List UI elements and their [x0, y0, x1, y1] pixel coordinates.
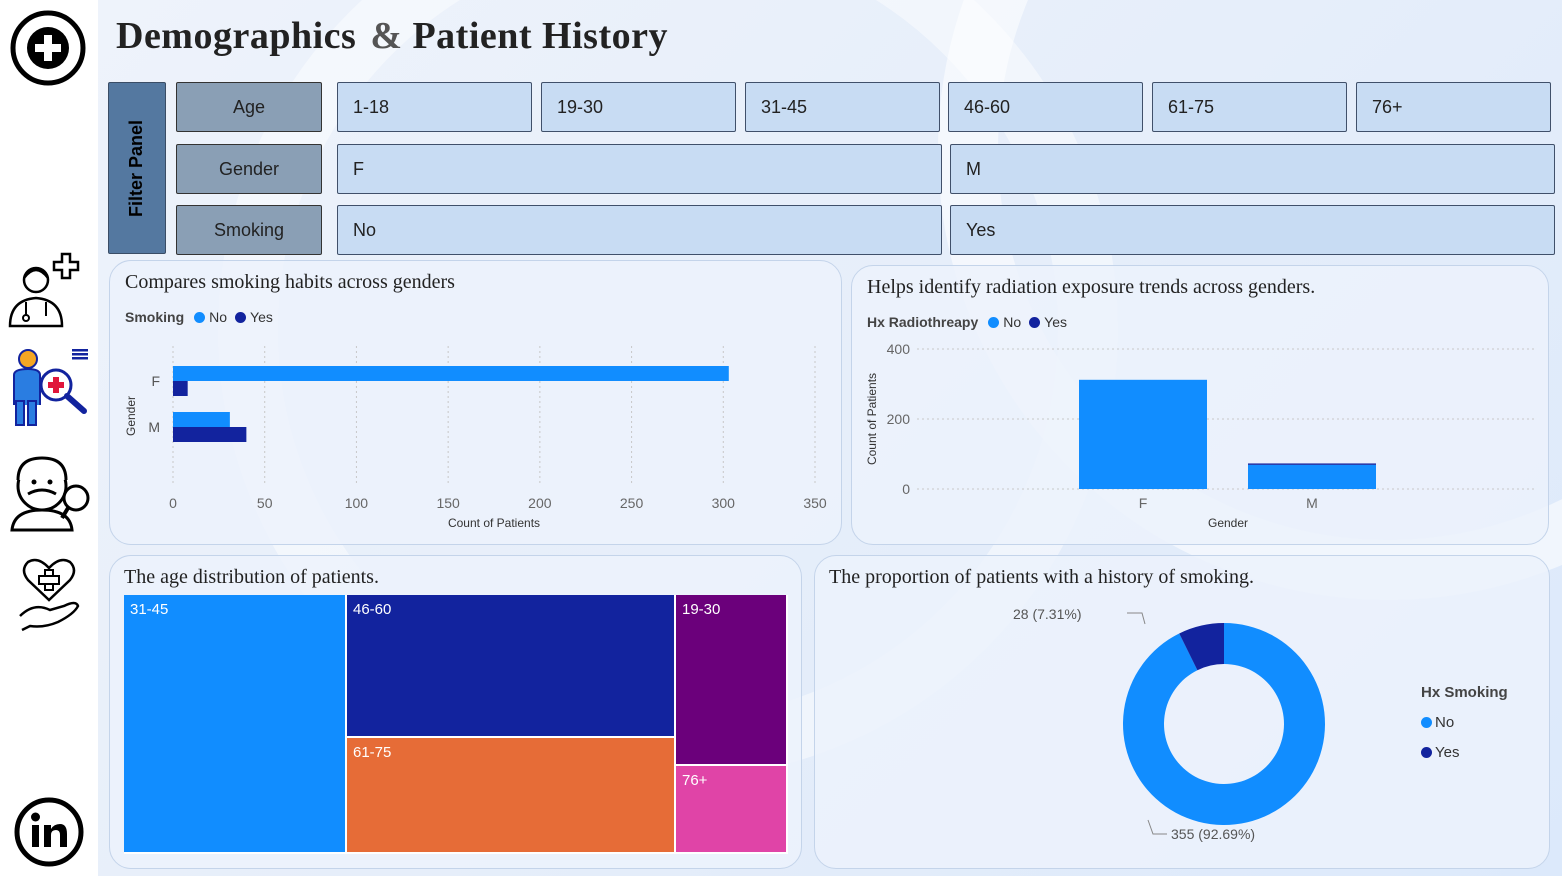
age-filter-19-30[interactable]: 19-30 [541, 82, 736, 132]
bar-no-f [173, 366, 729, 381]
legend-dot-yes [1029, 316, 1041, 328]
radiation-gender-title: Helps identify radiation exposure trends… [867, 276, 1316, 298]
bar-yes-m [173, 427, 247, 442]
x-tick-label: 50 [257, 495, 273, 511]
donut-label-yes: 28 (7.31%) [1013, 606, 1081, 622]
bar-no-m [1248, 464, 1376, 489]
age-filter-76-plus[interactable]: 76+ [1356, 82, 1551, 132]
smoking-filter-yes[interactable]: Yes [950, 205, 1555, 255]
age-filter-46-60[interactable]: 46-60 [948, 82, 1143, 132]
y-tick-label: F [151, 373, 160, 389]
smoking-history-chart: 28 (7.31%) 355 (92.69%) [1013, 606, 1325, 842]
smoking-filter-header: Smoking [176, 205, 322, 255]
y-tick-label: M [148, 419, 160, 435]
x-tick-label: 0 [169, 495, 177, 511]
x-tick-label: F [1139, 495, 1148, 511]
linkedin-icon[interactable] [12, 797, 86, 872]
treemap-cell-31-45[interactable]: 31-45 [124, 595, 347, 854]
doctor-icon[interactable] [6, 250, 92, 335]
x-axis-label: Gender [1208, 516, 1248, 530]
leader-line-yes [1127, 612, 1146, 625]
treemap-cell-46-60[interactable]: 46-60 [347, 595, 676, 738]
donut-slice-no [1123, 623, 1325, 825]
y-tick-label: 400 [887, 341, 911, 357]
filter-panel-label: Filter Panel [108, 82, 166, 254]
y-tick-label: 0 [902, 481, 910, 497]
leader-line-no [1147, 819, 1167, 835]
gender-filter-f[interactable]: F [337, 144, 942, 194]
gender-filter-m[interactable]: M [950, 144, 1555, 194]
smoking-gender-card: Compares smoking habits across genders S… [109, 260, 842, 545]
smoking-gender-chart: 0 50 100 150 200 250 300 350 Count of Patients Ge… [124, 346, 827, 530]
x-tick-label: 350 [803, 495, 827, 511]
y-axis-label: Gender [124, 396, 138, 436]
smoking-gender-title: Compares smoking habits across genders [125, 271, 455, 293]
age-distribution-title: The age distribution of patients. [124, 566, 379, 588]
age-filter-header: Age [176, 82, 322, 132]
treemap-cell-61-75[interactable]: 61-75 [347, 738, 676, 854]
radiation-gender-chart: 0 200 400 Count of Patients Gender F M [865, 341, 1535, 530]
x-tick-label: M [1306, 495, 1318, 511]
donut-label-no: 355 (92.69%) [1171, 826, 1255, 842]
smoking-history-card: The proportion of patients with a histor… [814, 555, 1550, 869]
page-title: Demographics & Patient History [116, 15, 668, 57]
patient-search-icon[interactable] [6, 345, 92, 434]
legend-dot-no [988, 316, 1000, 328]
bar-no-f [1079, 379, 1207, 489]
x-tick-label: 300 [712, 495, 736, 511]
elder-search-icon[interactable] [6, 450, 92, 539]
heart-hand-icon[interactable] [14, 556, 84, 637]
age-distribution-card: The age distribution of patients. 31-45 … [109, 555, 802, 869]
legend-item-yes[interactable]: Yes [1421, 737, 1508, 767]
age-treemap: 31-45 46-60 61-75 19-30 76+ [124, 595, 788, 854]
radiation-gender-card: Helps identify radiation exposure trends… [851, 265, 1549, 545]
sidebar [0, 0, 98, 876]
y-tick-label: 200 [887, 411, 911, 427]
legend-label-yes[interactable]: Yes [250, 309, 273, 325]
dashboard-canvas: Demographics & Patient History Filter Pane… [98, 0, 1562, 876]
age-filter-1-18[interactable]: 1-18 [337, 82, 532, 132]
bar-yes-f [173, 381, 188, 396]
gender-filter-header: Gender [176, 144, 322, 194]
x-tick-label: 250 [620, 495, 644, 511]
treemap-cell-76-plus[interactable]: 76+ [676, 766, 788, 854]
smoking-history-legend: Hx Smoking No Yes [1421, 684, 1508, 767]
bar-yes-m [1248, 463, 1376, 465]
x-tick-label: 150 [436, 495, 460, 511]
legend-title: Hx Smoking [1421, 684, 1508, 701]
smoking-filter-no[interactable]: No [337, 205, 942, 255]
x-tick-label: 200 [528, 495, 552, 511]
smoking-history-title: The proportion of patients with a histor… [829, 566, 1254, 588]
y-axis-label: Count of Patients [865, 373, 879, 465]
donut-slice-yes [1179, 623, 1224, 671]
treemap-cell-19-30[interactable]: 19-30 [676, 595, 788, 766]
plus-circle-icon[interactable] [8, 10, 88, 91]
x-tick-label: 100 [345, 495, 369, 511]
legend-label-no[interactable]: No [1003, 314, 1022, 330]
smoking-gender-legend: Smoking No Yes [125, 309, 273, 325]
legend-label-no[interactable]: No [209, 309, 228, 325]
radiation-gender-legend: Hx Radiothreapy No Yes [867, 314, 1067, 330]
legend-dot-yes [235, 311, 247, 323]
x-axis-label: Count of Patients [448, 516, 540, 530]
legend-label-yes[interactable]: Yes [1044, 314, 1067, 330]
age-filter-31-45[interactable]: 31-45 [745, 82, 940, 132]
legend-item-no[interactable]: No [1421, 707, 1508, 737]
bar-no-m [173, 412, 230, 427]
legend-dot-no [194, 311, 206, 323]
age-filter-61-75[interactable]: 61-75 [1152, 82, 1347, 132]
